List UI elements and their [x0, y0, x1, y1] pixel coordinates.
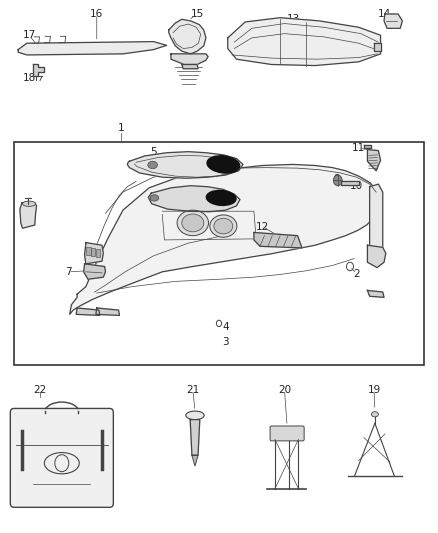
- Bar: [91, 248, 95, 256]
- Polygon shape: [169, 19, 206, 54]
- Text: 9: 9: [334, 174, 340, 184]
- Polygon shape: [85, 243, 103, 264]
- Polygon shape: [228, 18, 381, 66]
- Text: 20: 20: [278, 385, 291, 395]
- Polygon shape: [76, 308, 100, 316]
- Bar: [14, 142, 424, 365]
- Polygon shape: [171, 54, 208, 64]
- Ellipse shape: [22, 201, 35, 206]
- Text: 3: 3: [222, 337, 229, 347]
- Ellipse shape: [371, 411, 378, 417]
- Ellipse shape: [206, 190, 236, 205]
- Text: 19: 19: [367, 385, 381, 395]
- Polygon shape: [364, 146, 371, 149]
- Text: 6: 6: [25, 208, 31, 219]
- Text: 14: 14: [378, 9, 392, 19]
- Ellipse shape: [177, 210, 208, 236]
- Polygon shape: [127, 152, 243, 178]
- Polygon shape: [341, 181, 359, 184]
- Polygon shape: [367, 290, 384, 297]
- Polygon shape: [96, 308, 120, 316]
- Polygon shape: [33, 64, 44, 76]
- Text: 18: 18: [22, 73, 36, 83]
- Text: 4: 4: [222, 322, 229, 332]
- Text: 12: 12: [256, 222, 269, 232]
- Polygon shape: [367, 245, 386, 268]
- Text: 17: 17: [22, 30, 36, 41]
- Text: 11: 11: [352, 143, 365, 154]
- Bar: [96, 249, 100, 257]
- Text: 1: 1: [117, 123, 124, 133]
- Ellipse shape: [150, 195, 159, 201]
- Text: 13: 13: [286, 14, 300, 25]
- Polygon shape: [374, 43, 381, 51]
- FancyBboxPatch shape: [270, 426, 304, 441]
- Text: 15: 15: [191, 9, 204, 19]
- Polygon shape: [190, 419, 200, 455]
- Text: 7: 7: [65, 267, 72, 277]
- Text: 16: 16: [90, 9, 103, 19]
- Polygon shape: [70, 165, 381, 314]
- Text: 8: 8: [85, 248, 92, 258]
- Text: 10: 10: [350, 181, 363, 191]
- Text: 2: 2: [353, 269, 360, 279]
- Polygon shape: [18, 42, 166, 55]
- FancyBboxPatch shape: [11, 408, 113, 507]
- Bar: [86, 247, 91, 255]
- Ellipse shape: [207, 156, 240, 173]
- Text: 21: 21: [186, 385, 199, 395]
- Ellipse shape: [182, 214, 204, 232]
- Ellipse shape: [210, 215, 237, 237]
- Polygon shape: [192, 455, 198, 466]
- Polygon shape: [370, 184, 383, 261]
- Polygon shape: [367, 150, 381, 171]
- Polygon shape: [20, 203, 36, 228]
- Polygon shape: [148, 185, 240, 212]
- Polygon shape: [182, 64, 198, 69]
- Polygon shape: [384, 14, 403, 28]
- Text: 22: 22: [33, 385, 46, 395]
- Ellipse shape: [148, 161, 157, 168]
- Polygon shape: [254, 232, 302, 248]
- Ellipse shape: [214, 219, 233, 234]
- Circle shape: [333, 175, 342, 185]
- Text: 5: 5: [150, 147, 157, 157]
- Ellipse shape: [186, 411, 204, 419]
- Polygon shape: [84, 264, 106, 279]
